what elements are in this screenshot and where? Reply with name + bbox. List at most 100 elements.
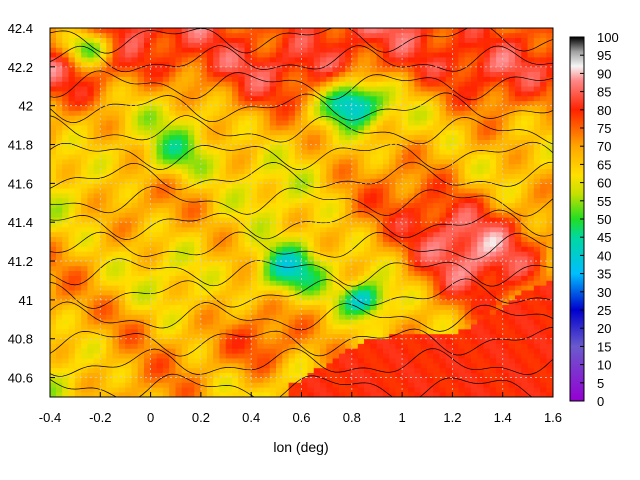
heatmap-cell: [250, 56, 258, 63]
heatmap-cell: [414, 377, 422, 383]
heatmap-cell: [364, 66, 371, 72]
heatmap-cell: [55, 323, 63, 330]
heatmap-cell: [219, 357, 227, 364]
heatmap-cell: [332, 226, 340, 233]
heatmap-cell: [125, 314, 133, 320]
heatmap-cell: [370, 115, 378, 121]
heatmap-cell: [62, 275, 70, 281]
heatmap-cell: [376, 372, 384, 378]
heatmap-cell: [332, 382, 340, 388]
heatmap-cell: [345, 47, 353, 53]
heatmap-cell: [206, 163, 214, 170]
heatmap-cell: [250, 76, 258, 82]
heatmap-cell: [294, 372, 302, 378]
heatmap-cell: [156, 221, 164, 228]
heatmap-cell: [144, 124, 151, 131]
heatmap-cell: [150, 212, 158, 218]
heatmap-cell: [244, 81, 252, 87]
heatmap-cell: [150, 115, 158, 121]
heatmap-cell: [144, 56, 151, 63]
heatmap-cell: [68, 309, 76, 315]
heatmap-cell: [225, 323, 233, 330]
heatmap-cell: [100, 163, 107, 170]
heatmap-cell: [125, 280, 133, 286]
heatmap-cell: [307, 212, 315, 218]
heatmap-cell: [93, 139, 101, 145]
heatmap-cell: [55, 183, 63, 189]
heatmap-cell: [389, 255, 397, 262]
heatmap-cell: [181, 100, 189, 106]
heatmap-cell: [301, 328, 309, 335]
heatmap-cell: [156, 236, 164, 242]
heatmap-cell: [357, 338, 365, 344]
heatmap-cell: [276, 236, 283, 242]
heatmap-cell: [150, 343, 158, 349]
heatmap-cell: [225, 333, 233, 340]
heatmap-cell: [112, 56, 120, 63]
heatmap-cell: [452, 85, 459, 92]
heatmap-cell: [389, 280, 397, 286]
heatmap-cell: [458, 163, 466, 170]
heatmap-cell: [389, 115, 397, 121]
heatmap-cell: [81, 362, 89, 369]
heatmap-cell: [357, 202, 365, 208]
heatmap-cell: [282, 386, 290, 393]
heatmap-cell: [194, 251, 202, 257]
heatmap-cell: [364, 32, 371, 39]
heatmap-cell: [395, 285, 403, 291]
heatmap-cell: [250, 192, 258, 199]
heatmap-cell: [414, 149, 422, 155]
heatmap-cell: [345, 338, 353, 344]
heatmap-cell: [420, 353, 428, 359]
heatmap-cell: [357, 28, 365, 34]
heatmap-cell: [445, 28, 453, 34]
heatmap-cell: [263, 221, 271, 228]
heatmap-cell: [301, 314, 309, 320]
heatmap-cell: [257, 246, 265, 252]
heatmap-cell: [112, 85, 120, 92]
heatmap-cell: [93, 251, 101, 257]
heatmap-cell: [244, 314, 252, 320]
heatmap-cell: [338, 217, 346, 223]
heatmap-cell: [181, 163, 189, 170]
heatmap-cell: [68, 372, 76, 378]
heatmap-cell: [445, 255, 453, 262]
heatmap-cell: [219, 173, 227, 179]
heatmap-cell: [169, 95, 177, 102]
heatmap-cell: [395, 124, 403, 131]
heatmap-cell: [225, 362, 233, 369]
heatmap-cell: [313, 294, 321, 301]
heatmap-cell: [81, 144, 89, 150]
heatmap-cell: [257, 377, 265, 383]
heatmap-cell: [175, 338, 183, 344]
heatmap-cell: [55, 168, 63, 174]
heatmap-cell: [181, 90, 189, 97]
heatmap-cell: [370, 304, 378, 310]
heatmap-cell: [244, 338, 252, 344]
heatmap-cell: [420, 149, 428, 155]
heatmap-cell: [131, 178, 139, 184]
heatmap-cell: [232, 231, 239, 238]
heatmap-cell: [68, 81, 76, 87]
heatmap-cell: [351, 231, 359, 238]
heatmap-cell: [307, 144, 315, 150]
heatmap-cell: [131, 372, 139, 378]
heatmap-cell: [351, 333, 359, 340]
heatmap-cell: [112, 134, 120, 140]
heatmap-cell: [68, 149, 76, 155]
heatmap-cell: [433, 372, 441, 378]
heatmap-cell: [445, 32, 453, 39]
heatmap-cell: [225, 110, 233, 116]
heatmap-cell: [50, 270, 57, 276]
heatmap-cell: [307, 37, 315, 43]
heatmap-cell: [276, 115, 283, 121]
heatmap-cell: [131, 149, 139, 155]
heatmap-cell: [276, 100, 283, 106]
heatmap-cell: [213, 231, 221, 238]
heatmap-cell: [175, 28, 183, 34]
heatmap-cell: [87, 343, 95, 349]
heatmap-cell: [420, 202, 428, 208]
heatmap-cell: [55, 110, 63, 116]
heatmap-cell: [169, 367, 177, 374]
heatmap-cell: [213, 202, 221, 208]
